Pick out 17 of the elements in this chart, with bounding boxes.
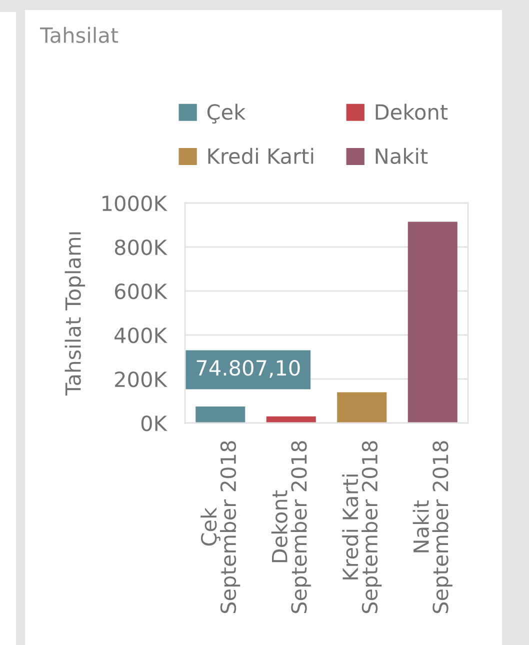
legend-label: Dekont bbox=[376, 104, 448, 120]
y-tick-label: 800K bbox=[114, 239, 168, 256]
legend-label: Kredi Karti bbox=[208, 148, 314, 164]
data-label: 74.807,10 bbox=[196, 360, 300, 378]
y-tick-label: 200K bbox=[115, 371, 168, 388]
x-tick-label: Kredi Karti September 2018 bbox=[342, 441, 382, 614]
x-tick-label: Nakit September 2018 bbox=[412, 441, 452, 614]
y-tick-label: 1000K bbox=[102, 195, 168, 212]
y-tick-label: 0K bbox=[141, 415, 168, 432]
y-axis-title: Tahsilat Toplamı bbox=[64, 232, 85, 396]
legend-label: Nakit bbox=[376, 148, 428, 164]
y-tick-label: 600K bbox=[114, 283, 168, 300]
y-tick-label: 400K bbox=[114, 327, 168, 344]
x-tick-label: Dekont September 2018 bbox=[271, 441, 311, 614]
legend-label: Çek bbox=[207, 104, 246, 124]
x-tick-label: Çek September 2018 bbox=[200, 441, 240, 614]
chart-title: Tahsilat bbox=[40, 26, 118, 44]
